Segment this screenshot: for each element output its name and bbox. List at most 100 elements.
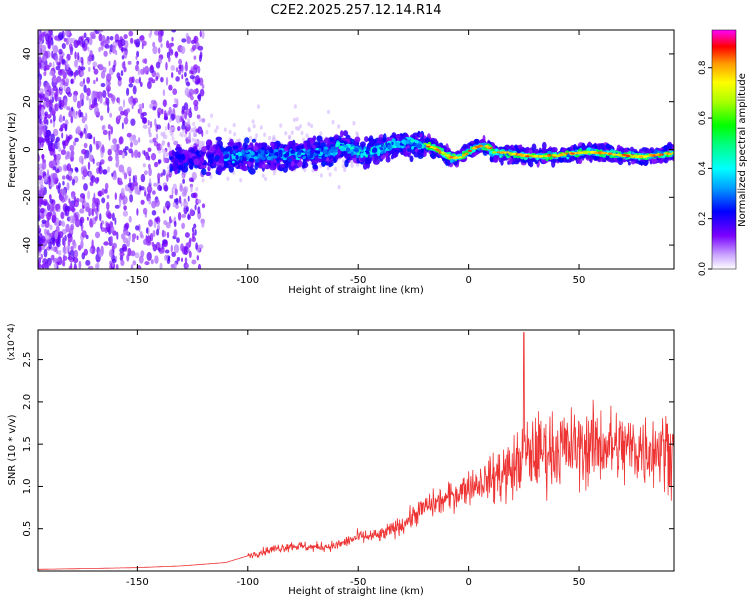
noise-blob: [58, 116, 64, 123]
noise-blob: [44, 91, 50, 99]
noise-blob: [165, 200, 171, 209]
noise-blob: [131, 237, 135, 243]
noise-blob: [343, 167, 347, 173]
noise-blob: [168, 55, 171, 63]
noise-blob: [154, 199, 160, 207]
signal-core: [340, 140, 345, 143]
noise-blob: [159, 262, 163, 269]
noise-blob: [109, 225, 115, 234]
noise-blob: [135, 38, 141, 48]
noise-blob: [101, 197, 106, 204]
signal-core: [255, 151, 259, 156]
noise-blob: [153, 182, 158, 187]
noise-blob: [352, 121, 356, 126]
noise-blob: [39, 103, 42, 111]
noise-blob: [175, 114, 181, 124]
noise-blob: [87, 46, 90, 52]
signal-core: [330, 149, 334, 154]
noise-blob: [79, 111, 84, 118]
signal-blob: [178, 164, 184, 171]
noise-blob: [50, 133, 55, 143]
noise-blob: [51, 96, 55, 103]
noise-blob: [98, 46, 101, 53]
noise-blob: [68, 170, 73, 176]
noise-blob: [174, 188, 178, 196]
signal-core: [327, 152, 331, 157]
noise-blob: [133, 149, 139, 159]
noise-blob: [139, 186, 145, 191]
noise-blob: [94, 231, 101, 239]
noise-blob: [46, 169, 50, 177]
noise-blob: [186, 139, 192, 144]
noise-blob: [78, 155, 84, 164]
noise-blob: [72, 257, 79, 264]
noise-blob: [108, 212, 112, 220]
signal-blob: [647, 149, 652, 154]
noise-blob: [124, 230, 130, 236]
noise-blob: [39, 118, 42, 125]
noise-blob: [38, 56, 42, 64]
noise-blob: [50, 37, 54, 46]
noise-blob: [62, 123, 66, 129]
noise-blob: [88, 170, 93, 177]
noise-blob: [124, 146, 129, 151]
signal-blob: [589, 156, 593, 164]
noise-blob: [48, 30, 52, 35]
signal-blob: [171, 150, 176, 156]
noise-blob: [47, 138, 50, 145]
signal-core: [272, 155, 278, 159]
noise-blob: [82, 204, 85, 210]
noise-blob: [290, 130, 294, 135]
noise-blob: [92, 158, 95, 165]
noise-blob: [81, 148, 87, 155]
noise-blob: [143, 150, 146, 157]
noise-blob: [89, 143, 93, 153]
noise-blob: [181, 74, 184, 80]
noise-blob: [169, 194, 174, 199]
noise-blob: [102, 124, 106, 130]
noise-blob: [117, 76, 122, 81]
noise-blob: [187, 120, 191, 126]
noise-blob: [126, 108, 131, 113]
signal-blob: [205, 171, 212, 176]
noise-blob: [201, 84, 205, 89]
noise-blob: [66, 174, 70, 180]
noise-blob: [187, 213, 190, 220]
signal-blob: [244, 137, 250, 144]
noise-blob: [144, 65, 150, 75]
noise-blob: [92, 91, 98, 96]
noise-blob: [73, 265, 78, 269]
noise-blob: [87, 161, 91, 171]
noise-blob: [128, 96, 133, 104]
noise-blob: [190, 185, 193, 193]
noise-blob: [112, 258, 117, 264]
heatmap-marks: [38, 30, 674, 269]
noise-blob: [120, 111, 125, 116]
signal-core: [324, 154, 328, 157]
noise-blob: [93, 79, 96, 85]
noise-blob: [192, 44, 196, 51]
noise-blob: [59, 99, 65, 108]
noise-blob: [176, 257, 181, 262]
noise-blob: [70, 78, 73, 84]
noise-blob: [63, 85, 66, 92]
signal-blob: [391, 132, 397, 138]
noise-blob: [126, 87, 130, 96]
noise-blob: [100, 222, 103, 230]
noise-blob: [58, 48, 63, 55]
noise-blob: [210, 113, 214, 118]
noise-blob: [120, 70, 124, 77]
noise-blob: [130, 264, 134, 269]
noise-blob: [95, 208, 98, 215]
noise-blob: [175, 67, 179, 73]
noise-blob: [117, 180, 124, 186]
noise-blob: [143, 170, 148, 176]
noise-blob: [196, 199, 202, 204]
noise-blob: [166, 165, 170, 170]
noise-blob: [272, 135, 276, 140]
noise-blob: [79, 66, 86, 71]
noise-blob: [88, 66, 91, 73]
noise-blob: [201, 220, 205, 228]
noise-blob: [205, 130, 209, 135]
